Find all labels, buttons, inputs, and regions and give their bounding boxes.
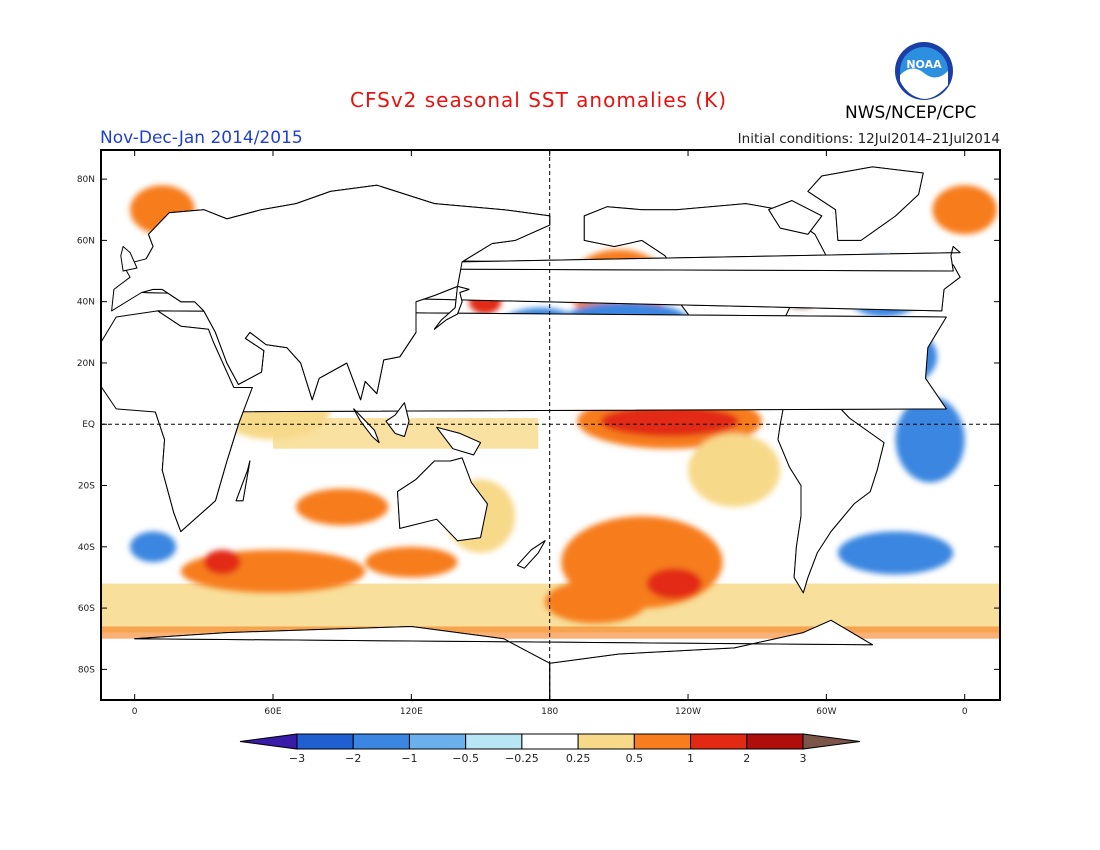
colorbar-label: 3 [800, 752, 807, 765]
colorbar-box [296, 733, 354, 750]
logo-text: NOAA [906, 58, 942, 71]
colorbar-box [352, 733, 410, 750]
anomaly-region [600, 405, 739, 437]
anomaly-region [837, 531, 954, 575]
lat-tick-label: 80S [78, 665, 95, 675]
new-guinea [436, 426, 481, 456]
colorbar-label: −1 [401, 752, 417, 765]
colorbar-label: 1 [687, 752, 694, 765]
japan [433, 285, 470, 330]
sumatra [353, 408, 380, 444]
borneo [385, 402, 410, 437]
anomaly-region [365, 546, 458, 578]
lon-tick-label: 180 [541, 707, 558, 717]
colorbar-label: −3 [289, 752, 305, 765]
colorbar-min-arrow [239, 733, 298, 750]
lat-tick-label: 80N [77, 175, 95, 185]
colorbar: −3 −2 −1 −0.5 −0.25 0.25 0.5 1 2 3 [239, 733, 861, 765]
noaa-logo: NOAA [895, 42, 953, 100]
lat-tick-label: 60N [77, 236, 95, 246]
colorbar-box [521, 733, 579, 750]
lon-tick-label: 120E [400, 707, 423, 717]
agency-label: NWS/NCEP/CPC [845, 103, 977, 123]
colorbar-label: −0.25 [505, 752, 539, 765]
lon-tick-label: 60E [264, 707, 281, 717]
anomaly-region [895, 396, 965, 483]
anomaly-region [545, 580, 647, 624]
new-zealand [516, 540, 546, 569]
eurasia-west [111, 184, 551, 401]
anomaly-region [932, 185, 998, 235]
anomaly-region [203, 549, 241, 575]
lat-tick-label: 40N [77, 298, 95, 308]
anomaly-region [296, 488, 389, 526]
chart-title: CFSv2 seasonal SST anomalies (K) [350, 88, 727, 112]
initial-conditions: Initial conditions: 12Jul2014–21Jul2014 [737, 131, 1000, 147]
colorbar-label: −0.5 [452, 752, 479, 765]
baffin [768, 200, 823, 235]
uk-west [120, 246, 138, 272]
colorbar-box [577, 733, 635, 750]
anomaly-region [646, 568, 702, 599]
plot-frame [100, 149, 1001, 701]
lon-tick-label: 0 [962, 707, 968, 717]
axis-ticks: 80N 60N 40N 20N EQ 20S 40S 60S 80S 0 60E 120E 180 120… [77, 150, 1000, 717]
reference-lines [101, 150, 1000, 700]
lon-tick-label: 60W [816, 707, 836, 717]
colorbar-box [633, 733, 692, 750]
lat-tick-label: 40S [78, 543, 95, 553]
colorbar-box [690, 733, 748, 750]
madagascar [235, 460, 251, 502]
lat-tick-label: 20N [77, 359, 95, 369]
colorbar-label: −2 [345, 752, 361, 765]
colorbar-box [465, 733, 523, 750]
greenland [807, 166, 924, 241]
colorbar-label: 2 [743, 752, 750, 765]
colorbar-box [746, 733, 804, 750]
lon-tick-label: 120W [675, 707, 701, 717]
lon-tick-label: 0 [132, 707, 138, 717]
lat-tick-label: 20S [78, 482, 95, 492]
land-masses [101, 166, 961, 700]
anomaly-region [130, 531, 177, 563]
australia [397, 457, 488, 542]
south-america [777, 387, 885, 594]
colorbar-max-arrow [802, 733, 861, 750]
colorbar-box [408, 733, 467, 750]
colorbar-label: 0.25 [566, 752, 591, 765]
colorbar-label: 0.5 [626, 752, 644, 765]
africa-west [101, 310, 253, 532]
lat-tick-label: 60S [78, 604, 95, 614]
antarctica [134, 619, 873, 700]
anomaly-region [688, 433, 781, 507]
forecast-period: Nov-Dec-Jan 2014/2015 [100, 128, 303, 148]
lat-tick-label: EQ [82, 420, 95, 430]
